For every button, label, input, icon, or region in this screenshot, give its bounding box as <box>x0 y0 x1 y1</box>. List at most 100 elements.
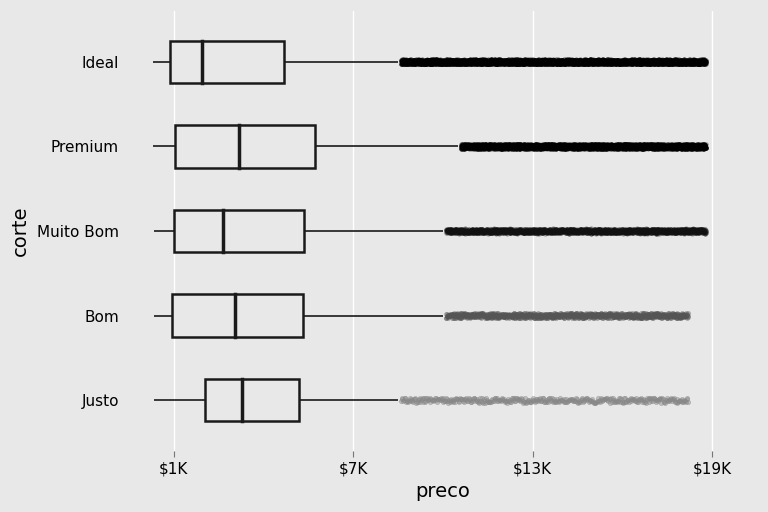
Point <box>538 56 551 64</box>
Point <box>683 144 695 152</box>
Point <box>607 397 620 406</box>
Point <box>492 226 505 234</box>
Point <box>611 144 624 152</box>
Point <box>523 58 535 66</box>
Point <box>556 311 568 319</box>
Point <box>513 58 525 67</box>
Point <box>415 58 428 66</box>
Point <box>402 59 415 68</box>
Point <box>546 144 558 152</box>
Point <box>594 140 606 148</box>
Point <box>478 314 491 322</box>
Point <box>634 142 646 151</box>
Point <box>641 59 654 67</box>
Point <box>661 144 674 153</box>
Point <box>519 59 531 67</box>
Point <box>656 144 668 153</box>
Point <box>525 142 537 151</box>
Point <box>563 56 575 64</box>
Point <box>680 140 693 148</box>
Point <box>631 57 644 66</box>
Point <box>421 56 433 64</box>
Point <box>666 228 678 237</box>
Point <box>693 225 705 233</box>
Point <box>445 55 458 63</box>
Point <box>568 397 580 405</box>
Point <box>568 58 581 67</box>
Point <box>524 227 536 236</box>
Point <box>640 58 652 67</box>
Point <box>452 226 465 234</box>
Point <box>592 225 604 233</box>
Point <box>576 59 588 68</box>
Point <box>499 229 511 237</box>
Point <box>591 312 603 321</box>
Point <box>526 227 538 235</box>
Point <box>654 141 666 150</box>
Point <box>566 225 578 233</box>
Point <box>556 58 568 67</box>
Point <box>461 227 473 236</box>
Point <box>528 58 541 67</box>
Point <box>541 313 553 322</box>
Point <box>639 142 651 151</box>
Point <box>431 59 443 67</box>
Point <box>669 228 681 236</box>
Point <box>466 60 478 69</box>
Point <box>468 144 480 153</box>
Point <box>510 312 522 321</box>
Point <box>547 227 559 235</box>
Point <box>574 225 587 233</box>
Point <box>442 310 454 318</box>
Point <box>554 57 566 66</box>
Point <box>476 311 488 319</box>
Point <box>607 225 619 233</box>
Point <box>620 140 632 148</box>
Point <box>465 226 477 234</box>
Point <box>441 58 453 66</box>
Point <box>657 58 669 67</box>
Point <box>470 140 482 148</box>
Point <box>480 140 492 148</box>
Point <box>683 58 695 67</box>
Point <box>472 57 485 66</box>
Point <box>655 59 667 67</box>
Point <box>589 228 601 236</box>
Point <box>617 142 630 151</box>
Point <box>527 143 539 152</box>
Point <box>596 227 608 235</box>
Point <box>594 145 606 153</box>
Point <box>539 57 551 65</box>
Point <box>493 59 505 68</box>
Point <box>470 142 482 150</box>
Point <box>561 226 573 234</box>
Point <box>694 57 706 65</box>
Point <box>638 58 650 66</box>
Point <box>667 57 680 65</box>
Point <box>561 144 573 153</box>
Point <box>594 60 607 68</box>
Point <box>503 55 515 63</box>
Point <box>405 59 417 67</box>
Point <box>475 227 488 235</box>
Point <box>448 226 460 234</box>
Point <box>577 144 589 153</box>
Point <box>446 225 458 233</box>
Point <box>531 229 544 238</box>
Point <box>518 309 530 317</box>
Point <box>462 143 474 151</box>
Point <box>453 57 465 66</box>
Point <box>696 58 708 67</box>
Point <box>700 144 712 153</box>
Point <box>510 140 522 148</box>
Point <box>538 141 551 150</box>
Point <box>461 57 473 65</box>
Point <box>419 55 432 63</box>
Point <box>670 59 683 68</box>
Point <box>634 60 646 68</box>
Point <box>575 313 588 322</box>
Point <box>472 141 484 150</box>
Point <box>521 229 534 237</box>
Point <box>442 59 454 68</box>
Point <box>396 394 408 402</box>
